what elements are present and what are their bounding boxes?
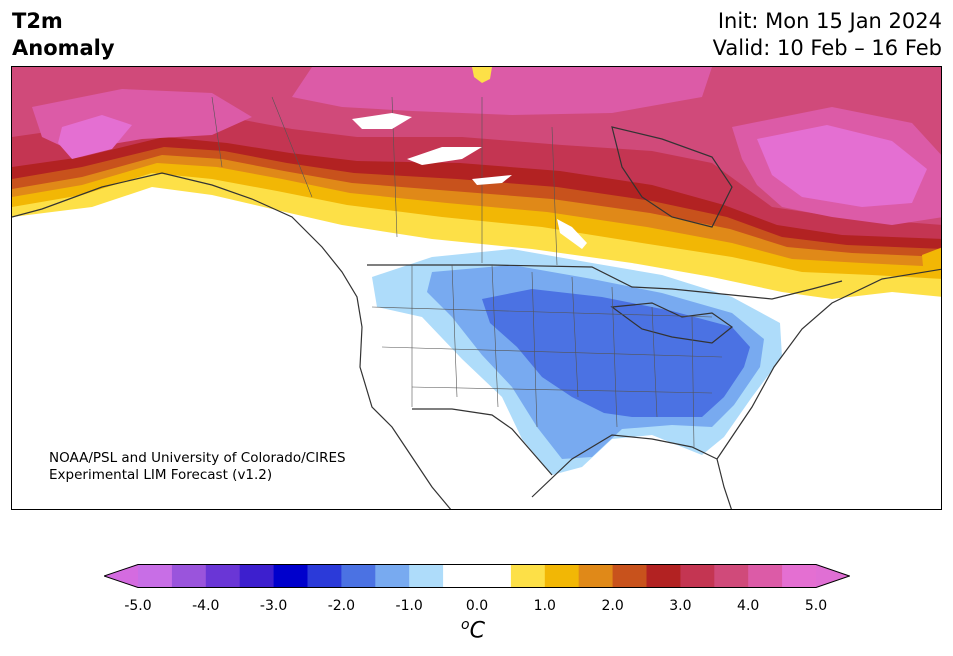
title-line-1: T2m: [12, 9, 63, 33]
colorbar-unit: oC: [461, 617, 485, 643]
colorbar-extend-high: [816, 564, 850, 588]
colorbar-outline: [102, 564, 852, 588]
credit-line-2: Experimental LIM Forecast (v1.2): [49, 467, 273, 483]
boundaries: [12, 126, 941, 509]
colorbar-bin: [612, 564, 647, 588]
us-canada-border: [367, 264, 843, 300]
pacific-coastline: [12, 172, 452, 509]
colorbar-tick-label: -2.0: [327, 598, 356, 614]
colorbar-bin: [171, 564, 207, 588]
colorbar-tick-label: 1.0: [533, 598, 556, 614]
credit-line-1: NOAA/PSL and University of Colorado/CIRE…: [49, 450, 346, 466]
colorbar-tick-label: -3.0: [259, 598, 288, 614]
map-canvas: [12, 67, 941, 509]
warm-spot-north: [472, 67, 492, 83]
colorbar-bin: [409, 564, 444, 588]
lakes: [352, 113, 587, 249]
title-line-2: Anomaly: [12, 36, 115, 60]
colorbar-bin: [443, 564, 512, 588]
colorbar-extend-low: [104, 564, 138, 588]
colorbar-bin: [138, 564, 173, 588]
colorbar-bin: [239, 564, 275, 588]
map-title: T2m Anomaly: [12, 8, 115, 62]
unit-letter: C: [469, 618, 485, 644]
cold-anomaly-contours: [372, 249, 782, 475]
state-province-lines: [211, 96, 723, 448]
colorbar-bin: [714, 564, 749, 588]
atlantic-coastline: [716, 268, 941, 460]
colorbar-bin: [782, 564, 817, 588]
warm-band-4p0: [292, 67, 712, 115]
forecast-credit: NOAA/PSL and University of Colorado/CIRE…: [49, 450, 346, 484]
colorbar-tick-label: -4.0: [192, 598, 220, 614]
forecast-dates: Init: Mon 15 Jan 2024 Valid: 10 Feb – 16…: [713, 8, 942, 62]
init-date: Init: Mon 15 Jan 2024: [717, 9, 942, 33]
warm-band-4p5-alaska: [58, 115, 132, 159]
colorbar-bin: [273, 564, 308, 588]
colorbar-bin: [307, 564, 342, 588]
colorbar-tick-label: 0.0: [465, 598, 489, 614]
hudson-bay-outline: [611, 126, 733, 228]
colorbar-bin: [748, 564, 783, 588]
colorbar-tick-label: 2.0: [601, 598, 624, 614]
gulf-coastline: [531, 434, 732, 509]
colorbar-bin: [375, 564, 410, 588]
warm-band-4p5-east: [757, 125, 927, 207]
anomaly-map: [11, 66, 942, 510]
colorbar-bin: [510, 564, 546, 588]
unit-degree: o: [461, 617, 470, 633]
colorbar: [102, 564, 852, 588]
colorbar-tick-label: 4.0: [737, 598, 760, 614]
colorbar-bin: [544, 564, 580, 588]
colorbar-bin: [341, 564, 376, 588]
warm-band-3p5: [12, 67, 941, 225]
colorbar-tick-label: -1.0: [395, 598, 423, 614]
cold-band-1p5: [482, 289, 750, 417]
colorbar-bin: [646, 564, 681, 588]
warm-anomaly-contours: [12, 67, 941, 299]
great-lakes-outline: [610, 302, 734, 344]
valid-dates: Valid: 10 Feb – 16 Feb: [712, 36, 942, 60]
colorbar-graphic: [102, 564, 852, 588]
colorbar-bin: [578, 564, 614, 588]
colorbar-tick-label: 3.0: [669, 598, 692, 614]
colorbar-bin: [205, 564, 241, 588]
colorbar-tick-label: 5.0: [804, 598, 828, 614]
colorbar-tick-label: -5.0: [124, 598, 152, 614]
us-mexico-border: [412, 408, 553, 476]
colorbar-bin: [680, 564, 715, 588]
